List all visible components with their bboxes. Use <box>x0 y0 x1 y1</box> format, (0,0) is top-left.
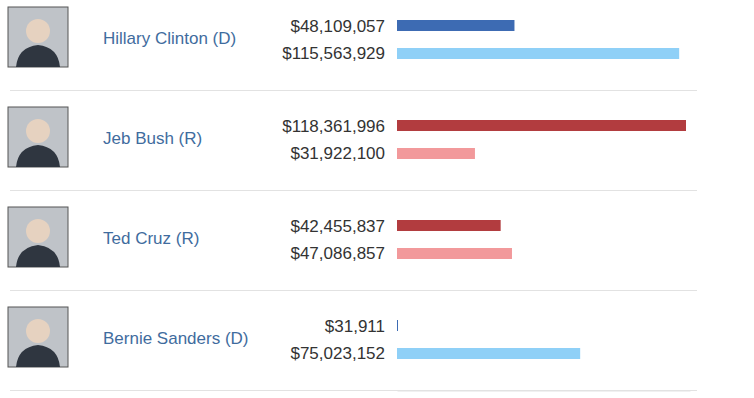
photos <box>8 7 68 367</box>
x-axis <box>398 391 691 392</box>
x-axis-line <box>398 391 691 392</box>
photo-body <box>16 245 60 267</box>
photo-frame <box>8 107 68 167</box>
separators <box>10 91 697 391</box>
row-separator <box>10 390 697 391</box>
bar <box>397 148 475 159</box>
photo-body <box>16 145 60 167</box>
bar <box>397 120 686 131</box>
row-separator <box>10 290 697 291</box>
data-label: $42,455,837 <box>290 217 385 236</box>
category-label: Bernie Sanders (D) <box>103 329 249 348</box>
bar <box>397 248 512 259</box>
data-label: $47,086,857 <box>290 244 385 263</box>
data-label: $115,563,929 <box>282 44 385 63</box>
photo <box>8 107 68 167</box>
photo-head <box>26 319 50 343</box>
photo-body <box>16 45 60 67</box>
photo-head <box>26 119 50 143</box>
category-label: Hillary Clinton (D) <box>103 29 236 48</box>
data-label: $118,361,996 <box>282 117 385 136</box>
bar <box>397 348 580 359</box>
data-labels: $48,109,057 $118,361,996 $42,455,837 $31,91… <box>282 17 385 364</box>
photo <box>8 207 68 267</box>
bar <box>397 48 679 59</box>
data-label: $75,023,152 <box>290 344 385 363</box>
chart: Hillary Clinton (D) Jeb Bush (R) Ted Cruz … <box>0 0 754 398</box>
bar <box>397 320 398 331</box>
photo <box>8 307 68 367</box>
bar <box>397 220 501 231</box>
photo-frame <box>8 207 68 267</box>
bars <box>397 20 686 359</box>
row-separator <box>10 90 697 91</box>
row-separator <box>10 190 697 191</box>
data-label: $31,922,100 <box>290 144 385 163</box>
bar <box>397 20 514 31</box>
photo <box>8 7 68 67</box>
data-label: $48,109,057 <box>290 17 385 36</box>
photo-frame <box>8 307 68 367</box>
photo-head <box>26 219 50 243</box>
photo-body <box>16 345 60 367</box>
category-label: Jeb Bush (R) <box>103 129 202 148</box>
photo-head <box>26 19 50 43</box>
photo-frame <box>8 7 68 67</box>
category-label: Ted Cruz (R) <box>103 229 199 248</box>
category-labels: Hillary Clinton (D) Jeb Bush (R) Ted Cruz … <box>103 29 249 348</box>
data-label: $31,911 <box>325 317 385 336</box>
